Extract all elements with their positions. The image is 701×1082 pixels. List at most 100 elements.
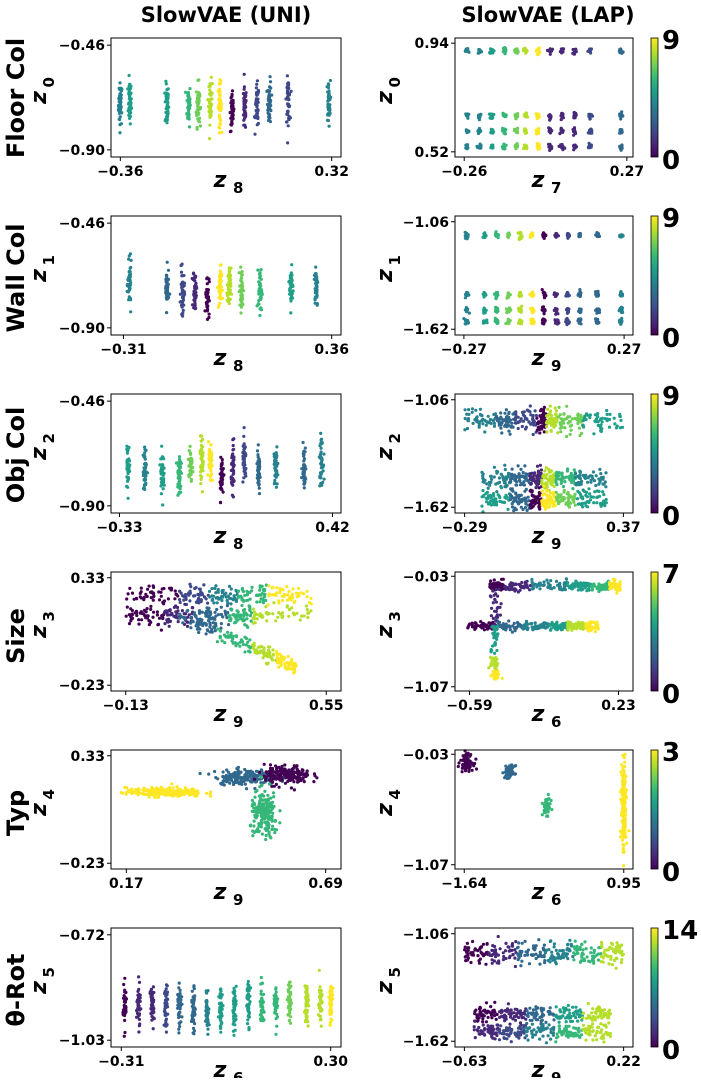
data-point: [548, 494, 551, 497]
data-point: [578, 434, 581, 437]
data-point: [592, 432, 595, 435]
data-point: [320, 438, 323, 441]
data-point: [257, 480, 260, 483]
data-point: [291, 596, 294, 599]
y-tick-label: 0.33: [70, 571, 105, 587]
data-point: [162, 602, 165, 605]
data-point: [506, 297, 509, 300]
data-point: [215, 608, 218, 611]
data-point: [321, 464, 324, 467]
data-point: [249, 650, 252, 653]
data-point: [221, 297, 224, 300]
data-point: [227, 283, 230, 286]
data-point: [189, 585, 192, 588]
data-point: [540, 468, 543, 471]
data-point: [543, 492, 546, 495]
data-point: [492, 413, 495, 416]
data-point: [189, 626, 192, 629]
data-point: [197, 598, 200, 601]
data-point: [226, 294, 229, 297]
y-tick-label: −0.90: [59, 143, 106, 159]
data-point: [514, 492, 517, 495]
data-point: [493, 466, 496, 469]
data-point: [287, 124, 290, 127]
data-point: [572, 148, 575, 151]
data-point: [286, 599, 289, 602]
data-point: [578, 502, 581, 505]
data-point: [242, 609, 245, 612]
data-point: [598, 480, 601, 483]
x-tick-label: −0.36: [97, 164, 143, 180]
data-point: [218, 78, 221, 81]
row-label-wall-col: Wall Col: [2, 224, 30, 333]
colorbar-gradient: [651, 394, 658, 513]
data-point: [256, 92, 259, 95]
data-point: [165, 618, 168, 621]
data-point: [144, 483, 147, 486]
data-point: [245, 613, 248, 616]
data-point: [228, 266, 231, 269]
data-point: [555, 481, 558, 484]
data-point: [174, 589, 177, 592]
data-point: [560, 47, 563, 50]
data-point: [570, 424, 573, 427]
data-point: [601, 490, 604, 493]
data-point: [604, 485, 607, 488]
data-point: [602, 493, 605, 496]
data-point: [218, 279, 221, 282]
data-point: [152, 599, 155, 602]
data-point: [508, 307, 511, 310]
data-point: [239, 617, 242, 620]
data-point: [152, 584, 155, 587]
data-point: [198, 588, 201, 591]
data-point: [128, 288, 131, 291]
data-point: [194, 614, 197, 617]
data-point: [519, 307, 522, 310]
data-point: [198, 92, 201, 95]
data-point: [229, 101, 232, 104]
data-point: [545, 484, 548, 487]
data-point: [621, 147, 624, 150]
data-point: [488, 481, 491, 484]
data-point: [547, 585, 550, 588]
data-point: [186, 621, 189, 624]
data-point: [208, 102, 211, 105]
data-point: [589, 413, 592, 416]
data-point: [165, 287, 168, 290]
data-point: [542, 485, 545, 488]
data-point: [212, 595, 215, 598]
data-point: [120, 88, 123, 91]
data-point: [529, 584, 532, 587]
data-point: [555, 409, 558, 412]
data-point: [165, 293, 168, 296]
data-point: [219, 289, 222, 292]
data-point: [259, 292, 262, 295]
data-point: [302, 441, 305, 444]
data-point: [233, 594, 236, 597]
data-point: [118, 81, 121, 84]
data-point: [168, 609, 171, 612]
x-tick-label: −0.27: [441, 342, 487, 358]
data-point: [242, 435, 245, 438]
data-point: [231, 613, 234, 616]
data-point: [189, 445, 192, 448]
data-point: [143, 446, 146, 449]
data-point: [187, 101, 190, 104]
data-point: [309, 597, 312, 600]
data-point: [506, 235, 509, 238]
data-point: [563, 412, 566, 415]
data-point: [521, 235, 524, 238]
data-point: [190, 467, 193, 470]
data-point: [152, 611, 155, 614]
data-point: [256, 460, 259, 463]
data-point: [191, 619, 194, 622]
x-tick-label: 0.55: [309, 698, 344, 714]
data-point: [241, 587, 244, 590]
data-point: [568, 415, 571, 418]
data-point: [302, 453, 305, 456]
data-point: [531, 489, 534, 492]
data-point: [229, 274, 232, 277]
data-point: [556, 431, 559, 434]
data-point: [256, 449, 259, 452]
